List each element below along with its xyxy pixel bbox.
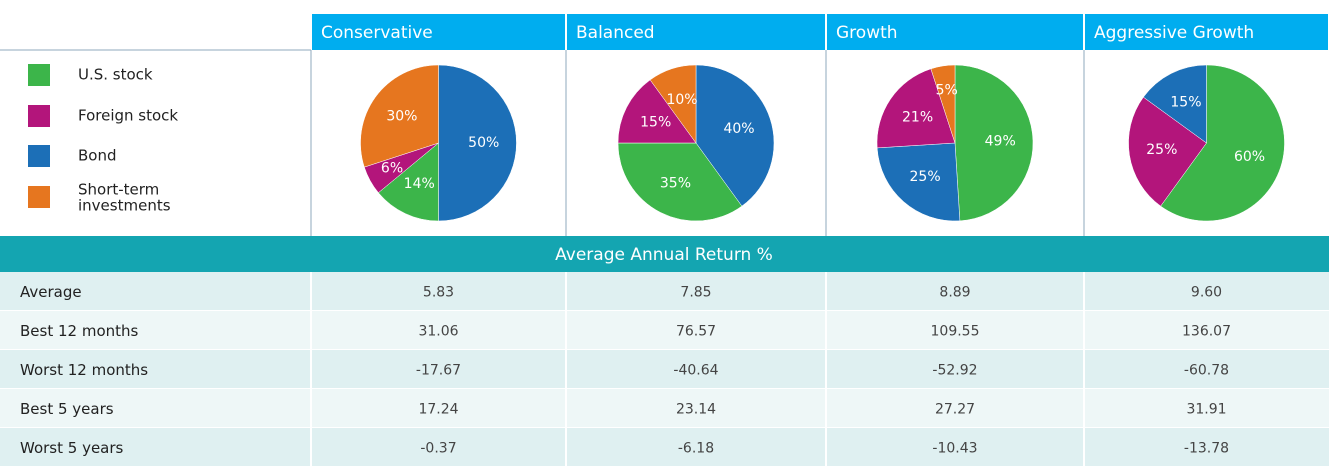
cell-value: -60.78 bbox=[1184, 363, 1229, 379]
pie-slice bbox=[360, 64, 439, 168]
pie-slice bbox=[954, 64, 1034, 222]
cell-value: -40.64 bbox=[673, 363, 718, 379]
cell-value: -6.18 bbox=[678, 441, 714, 457]
cell-value: 31.91 bbox=[1186, 402, 1226, 418]
slice-label: 15% bbox=[1170, 95, 1201, 111]
slice-label: 10% bbox=[666, 92, 697, 108]
column-title: Conservative bbox=[321, 23, 433, 43]
cell-value: 8.89 bbox=[939, 285, 970, 301]
cell-value: -10.43 bbox=[932, 441, 977, 457]
cell-value: 27.27 bbox=[935, 402, 975, 418]
cell-value: 109.55 bbox=[931, 324, 980, 340]
pie-slice bbox=[649, 64, 697, 144]
table-row bbox=[0, 311, 1329, 350]
row-label: Best 5 years bbox=[20, 400, 114, 418]
table-row bbox=[0, 272, 1329, 311]
pie-slice bbox=[438, 64, 517, 222]
legend-label: Bond bbox=[78, 147, 117, 165]
pie-slice bbox=[876, 142, 961, 222]
row-label: Worst 5 years bbox=[20, 439, 124, 457]
slice-label: 49% bbox=[985, 134, 1016, 150]
pie-slice bbox=[930, 64, 956, 144]
cell-value: 7.85 bbox=[680, 285, 711, 301]
legend-label: Short-term investments bbox=[78, 180, 171, 214]
slice-label: 25% bbox=[1146, 142, 1177, 158]
table-row bbox=[0, 350, 1329, 389]
legend-swatch bbox=[28, 186, 50, 208]
row-label: Best 12 months bbox=[20, 322, 139, 340]
column-title: Aggressive Growth bbox=[1094, 23, 1254, 43]
column-title: Growth bbox=[836, 23, 898, 43]
legend-swatch bbox=[28, 145, 50, 167]
cell-value: -52.92 bbox=[932, 363, 977, 379]
legend-label: Foreign stock bbox=[78, 107, 178, 125]
cell-value: -13.78 bbox=[1184, 441, 1229, 457]
slice-label: 5% bbox=[936, 83, 958, 99]
slice-label: 25% bbox=[910, 169, 941, 185]
pie-slice bbox=[695, 64, 775, 207]
header-cell bbox=[1085, 14, 1328, 50]
pie-slice bbox=[1128, 96, 1207, 207]
cell-value: 17.24 bbox=[418, 402, 458, 418]
legend-label-line: Short-term bbox=[78, 180, 159, 198]
pie-slice bbox=[378, 142, 439, 222]
pie-slice bbox=[876, 68, 956, 149]
table-band bbox=[0, 236, 1329, 272]
row-label: Average bbox=[20, 283, 82, 301]
slice-label: 50% bbox=[468, 135, 499, 151]
slice-label: 30% bbox=[386, 108, 417, 124]
slice-label: 6% bbox=[381, 161, 403, 177]
header-cell bbox=[567, 14, 825, 50]
cell-value: -17.67 bbox=[416, 363, 461, 379]
slice-label: 15% bbox=[640, 114, 671, 130]
cell-value: -0.37 bbox=[420, 441, 456, 457]
pie-slice bbox=[617, 142, 743, 222]
pie-slice bbox=[617, 79, 697, 144]
legend-label-line: investments bbox=[78, 196, 171, 214]
legend-label: U.S. stock bbox=[78, 66, 153, 84]
table-row bbox=[0, 389, 1329, 428]
table-row bbox=[0, 428, 1329, 467]
header-cell bbox=[827, 14, 1083, 50]
slice-label: 14% bbox=[404, 176, 435, 192]
pie-slice bbox=[1143, 64, 1207, 144]
header-cell bbox=[312, 14, 565, 50]
column-title: Balanced bbox=[576, 23, 655, 43]
legend-swatch bbox=[28, 64, 50, 86]
pie-slice bbox=[1160, 64, 1285, 222]
cell-value: 23.14 bbox=[676, 402, 716, 418]
cell-value: 76.57 bbox=[676, 324, 716, 340]
cell-value: 31.06 bbox=[418, 324, 458, 340]
slice-label: 60% bbox=[1234, 149, 1265, 165]
slice-label: 40% bbox=[723, 121, 754, 137]
row-label: Worst 12 months bbox=[20, 361, 148, 379]
slice-label: 35% bbox=[660, 175, 691, 191]
cell-value: 136.07 bbox=[1182, 324, 1231, 340]
legend-swatch bbox=[28, 105, 50, 127]
table-title: Average Annual Return % bbox=[555, 245, 773, 265]
cell-value: 9.60 bbox=[1191, 285, 1222, 301]
cell-value: 5.83 bbox=[423, 285, 454, 301]
slice-label: 21% bbox=[902, 110, 933, 126]
